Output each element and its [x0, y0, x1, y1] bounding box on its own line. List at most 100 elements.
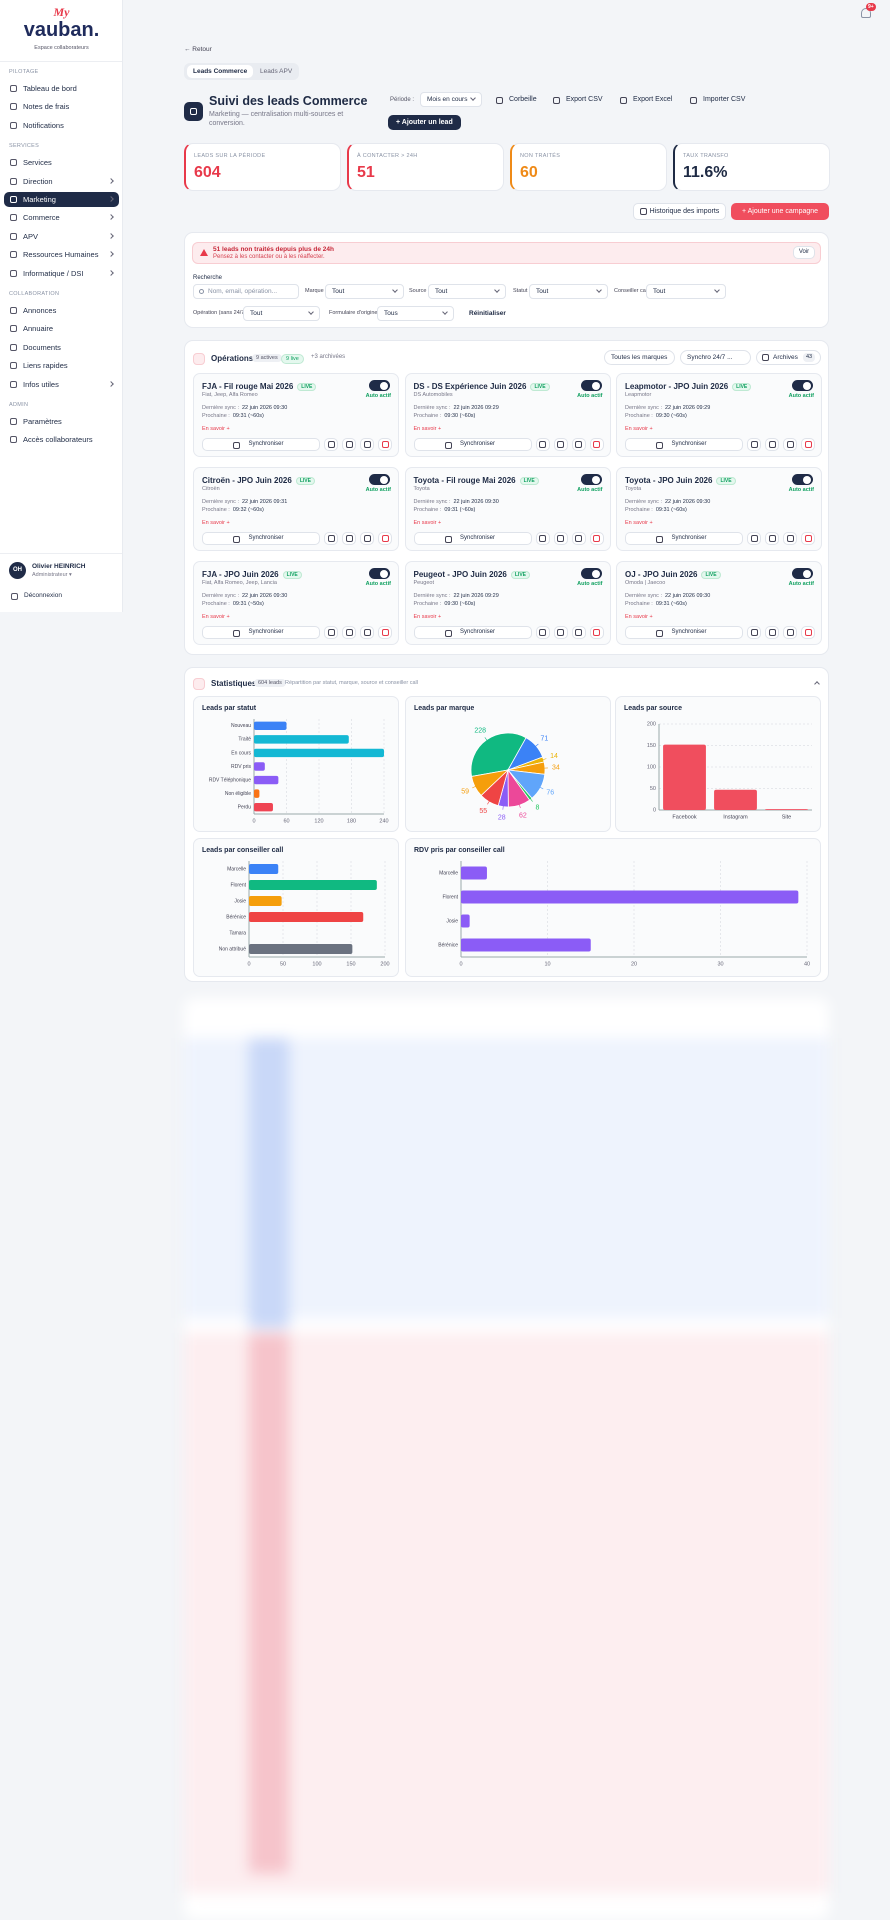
- icon-button[interactable]: [360, 626, 374, 639]
- icon-button[interactable]: [571, 626, 586, 639]
- icon-button[interactable]: [747, 438, 761, 451]
- auto-toggle[interactable]: [580, 568, 602, 579]
- icon-button[interactable]: [571, 532, 586, 545]
- auto-toggle[interactable]: [792, 568, 813, 579]
- sync-button[interactable]: Synchroniser: [625, 438, 743, 451]
- nav-item[interactable]: Notifications: [4, 118, 119, 133]
- period-select[interactable]: Mois en cours: [420, 92, 482, 107]
- icon-button[interactable]: [747, 532, 761, 545]
- auto-toggle[interactable]: [580, 474, 602, 485]
- nav-item[interactable]: Direction: [4, 174, 119, 189]
- icon-button[interactable]: [765, 438, 779, 451]
- nav-item[interactable]: Documents: [4, 340, 119, 355]
- icon-button[interactable]: [553, 532, 568, 545]
- logout-link[interactable]: Déconnexion: [24, 592, 62, 599]
- header-action[interactable]: Export CSV: [566, 96, 603, 103]
- filter-select[interactable]: Tout: [646, 284, 726, 299]
- header-action[interactable]: Export Excel: [633, 96, 673, 103]
- icon-button[interactable]: [571, 438, 586, 451]
- more-link[interactable]: En savoir +: [202, 426, 230, 432]
- nav-item[interactable]: APV: [4, 229, 119, 244]
- nav-item[interactable]: Commerce: [4, 210, 119, 225]
- icon-button[interactable]: [342, 626, 356, 639]
- sync-button[interactable]: Synchroniser: [413, 532, 532, 545]
- nav-item[interactable]: Annuaire: [4, 321, 119, 336]
- sync-button[interactable]: Synchroniser: [202, 626, 320, 639]
- icon-button[interactable]: [801, 532, 815, 545]
- icon-button[interactable]: [324, 438, 338, 451]
- tab[interactable]: Leads APV: [260, 68, 293, 75]
- icon-button[interactable]: [535, 438, 550, 451]
- header-action[interactable]: Corbeille: [509, 96, 537, 103]
- notification-bell[interactable]: 9+: [861, 3, 876, 18]
- icon-button[interactable]: [535, 532, 550, 545]
- nav-item[interactable]: Ressources Humaines: [4, 247, 119, 262]
- icon-button[interactable]: [747, 626, 761, 639]
- nav-item[interactable]: Marketing: [4, 192, 119, 207]
- auto-toggle[interactable]: [792, 474, 813, 485]
- nav-item[interactable]: Tableau de bord: [4, 81, 119, 96]
- sync-button[interactable]: Synchroniser: [413, 438, 532, 451]
- icon-button[interactable]: [801, 438, 815, 451]
- icon-button[interactable]: [783, 532, 797, 545]
- icon-button[interactable]: [589, 438, 604, 451]
- more-link[interactable]: En savoir +: [625, 614, 653, 620]
- icon-button[interactable]: [324, 626, 338, 639]
- filter-select[interactable]: Tout: [428, 284, 506, 299]
- add-lead-button[interactable]: + Ajouter un lead: [388, 115, 461, 130]
- icon-button[interactable]: [553, 438, 568, 451]
- nav-item[interactable]: Liens rapides: [4, 358, 119, 373]
- icon-button[interactable]: [589, 532, 604, 545]
- nav-item[interactable]: Infos utiles: [4, 377, 119, 392]
- archived-toggle[interactable]: +3 archivées: [311, 354, 346, 360]
- sync-button[interactable]: Synchroniser: [202, 532, 320, 545]
- nav-item[interactable]: Informatique / DSI: [4, 266, 119, 281]
- nav-item[interactable]: Services: [4, 155, 119, 170]
- icon-button[interactable]: [360, 532, 374, 545]
- sync-button[interactable]: Synchroniser: [413, 626, 532, 639]
- auto-toggle[interactable]: [792, 380, 813, 391]
- header-action[interactable]: Importer CSV: [703, 96, 746, 103]
- icon-button[interactable]: [765, 532, 779, 545]
- sync-button[interactable]: Synchroniser: [625, 532, 743, 545]
- back-link[interactable]: ← Retour: [184, 46, 212, 53]
- nav-item[interactable]: Paramètres: [4, 414, 119, 429]
- more-link[interactable]: En savoir +: [202, 614, 230, 620]
- more-link[interactable]: En savoir +: [413, 426, 442, 432]
- alert-button[interactable]: Voir: [793, 246, 815, 259]
- icon-button[interactable]: [589, 626, 604, 639]
- more-link[interactable]: En savoir +: [413, 520, 442, 526]
- auto-toggle[interactable]: [369, 474, 390, 485]
- icon-button[interactable]: [378, 626, 392, 639]
- nav-item[interactable]: Annonces: [4, 303, 119, 318]
- icon-button[interactable]: [360, 438, 374, 451]
- sync-button[interactable]: Synchroniser: [202, 438, 320, 451]
- brand-filter[interactable]: Toutes les marques: [604, 350, 675, 365]
- icon-button[interactable]: [801, 626, 815, 639]
- sync-filter[interactable]: Synchro 24/7 ...: [680, 350, 751, 365]
- reset-button[interactable]: Réinitialiser: [469, 310, 506, 317]
- auto-toggle[interactable]: [369, 568, 390, 579]
- search-input[interactable]: Nom, email, opération...: [193, 284, 299, 299]
- archives-button[interactable]: Archives 43: [756, 350, 821, 365]
- icon-button[interactable]: [378, 532, 392, 545]
- more-link[interactable]: En savoir +: [202, 520, 230, 526]
- icon-button[interactable]: [535, 626, 550, 639]
- icon-button[interactable]: [342, 532, 356, 545]
- nav-item[interactable]: Accès collaborateurs: [4, 432, 119, 447]
- filter-select[interactable]: Tout: [529, 284, 608, 299]
- auto-toggle[interactable]: [369, 380, 390, 391]
- filter-select[interactable]: Tout: [243, 306, 320, 321]
- filter-select[interactable]: Tout: [325, 284, 404, 299]
- tab[interactable]: Leads Commerce: [187, 65, 254, 78]
- icon-button[interactable]: [765, 626, 779, 639]
- sync-button[interactable]: Synchroniser: [625, 626, 743, 639]
- add-campaign-button[interactable]: + Ajouter une campagne: [731, 203, 829, 220]
- icon-button[interactable]: [783, 626, 797, 639]
- filter-select[interactable]: Tous: [377, 306, 454, 321]
- icon-button[interactable]: [324, 532, 338, 545]
- import-history-button[interactable]: Historique des imports: [633, 203, 726, 220]
- more-link[interactable]: En savoir +: [625, 520, 653, 526]
- icon-button[interactable]: [783, 438, 797, 451]
- more-link[interactable]: En savoir +: [625, 426, 653, 432]
